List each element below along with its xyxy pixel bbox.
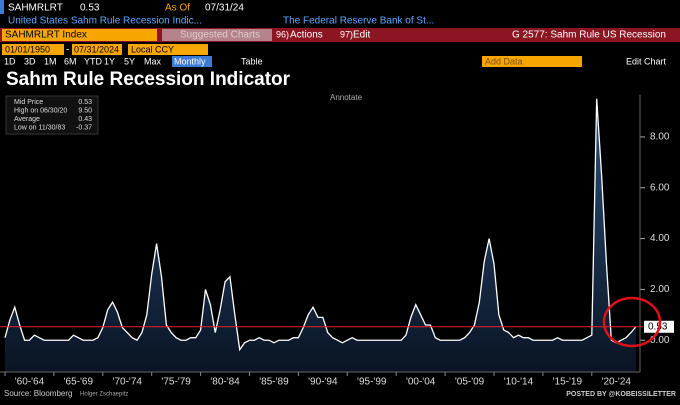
- legend-value: 0.53: [78, 99, 92, 106]
- frequency: Monthly: [174, 56, 206, 66]
- x-tick-label: '85-'89: [259, 377, 289, 388]
- y-tick-label: 8.00: [650, 132, 670, 143]
- footer-source: Source: Bloomberg: [4, 389, 72, 398]
- posted-by: POSTED BY @KOBEISSILETTER: [566, 391, 676, 398]
- end-date: 07/31/2024: [74, 44, 119, 54]
- ccy-field[interactable]: [128, 44, 208, 55]
- index-field[interactable]: [2, 29, 157, 41]
- chart-title: Sahm Rule Recession Indicator: [6, 69, 291, 90]
- x-tick-label: '05-'09: [455, 377, 485, 388]
- chart-id: G 2577: Sahm Rule US Recession: [512, 30, 666, 41]
- range-btn: 6M: [64, 56, 77, 66]
- line: [4, 98, 637, 352]
- y-tick-label: 6.00: [650, 182, 670, 193]
- price: 0.53: [80, 3, 100, 14]
- legend-value: 0.43: [78, 116, 92, 123]
- legend-value: -0.37: [76, 124, 92, 131]
- source: The Federal Reserve Bank of St...: [283, 16, 434, 27]
- last-value-label: 0.53: [648, 321, 668, 332]
- range-btn: YTD: [84, 56, 103, 66]
- edit-chart[interactable]: Edit Chart: [626, 56, 667, 66]
- index-text: SAHMRLRT Index: [5, 30, 87, 41]
- actions[interactable]: Actions: [290, 30, 323, 41]
- range-btn: 1M: [44, 56, 57, 66]
- add-data-field[interactable]: [482, 56, 582, 67]
- legend-value: 9.50: [78, 107, 92, 114]
- end-field[interactable]: [72, 44, 122, 55]
- range-btn: Max: [144, 56, 162, 66]
- annotate[interactable]: Annotate: [330, 93, 363, 102]
- edit-key: 97): [340, 29, 353, 39]
- actions-key: 96): [276, 29, 289, 39]
- x-tick-label: '00-'04: [406, 377, 436, 388]
- range-btn: 5Y: [124, 56, 135, 66]
- range-bar: 1D 3D 1M 6M YTD 1Y 5Y Max: [4, 56, 162, 66]
- y-tick-label: 4.00: [650, 233, 670, 244]
- x-tick-label: '70-'74: [113, 377, 143, 388]
- highlight-circle: [602, 296, 662, 348]
- x-tick-label: '65-'69: [64, 377, 94, 388]
- table[interactable]: Table: [241, 56, 263, 66]
- legend-label: High on 06/30/20: [14, 107, 67, 114]
- area: [5, 98, 636, 373]
- x-tick-label: '80-'84: [210, 377, 240, 388]
- x-tick-label: '20-'24: [602, 377, 632, 388]
- range-btn: 3D: [24, 56, 36, 66]
- x-tick-label: '10-'14: [504, 377, 534, 388]
- security-name: United States Sahm Rule Recession Indic.…: [8, 16, 202, 27]
- legend-label: Average: [14, 116, 40, 123]
- x-tick-label: '75-'79: [161, 377, 191, 388]
- as-of-date: 07/31/24: [205, 3, 244, 14]
- edit[interactable]: Edit: [353, 30, 370, 41]
- marker: [0, 0, 4, 14]
- plot: 0.53 0.00 2.00 4.00 6.00 8.00 '60-'64 '65-'69 '7…: [0, 95, 674, 388]
- range-btn: 1D: [4, 56, 16, 66]
- range-btn: 1Y: [104, 56, 115, 66]
- x-tick-label: '15-'19: [553, 377, 583, 388]
- add-data: Add Data: [485, 56, 523, 66]
- currency: Local CCY: [131, 44, 174, 54]
- suggested-btn[interactable]: [162, 29, 272, 41]
- start-field[interactable]: [2, 44, 64, 55]
- x-tick-label: '60-'64: [15, 377, 45, 388]
- start-date: 01/01/1950: [5, 44, 50, 54]
- legend-label: Mid Price: [14, 99, 43, 106]
- as-of-label: As Of: [165, 3, 190, 14]
- y-tick-label: 2.00: [650, 284, 670, 295]
- footer-author: Holger Zschaepitz: [80, 392, 128, 398]
- legend-box: [5, 95, 99, 135]
- legend-label: Low on 11/30/83: [14, 124, 65, 131]
- legend: Mid Price 0.53 High on 06/30/20 9.50 Average…: [5, 95, 99, 135]
- x-tick-label: '95-'99: [357, 377, 387, 388]
- y-tick-label: 0.00: [650, 335, 670, 346]
- suggested: Suggested Charts: [180, 30, 260, 41]
- x-tick-label: '90-'94: [308, 377, 338, 388]
- ticker: SAHMRLRT: [8, 3, 63, 14]
- frequency-btn[interactable]: [172, 56, 212, 67]
- dash: -: [66, 45, 69, 56]
